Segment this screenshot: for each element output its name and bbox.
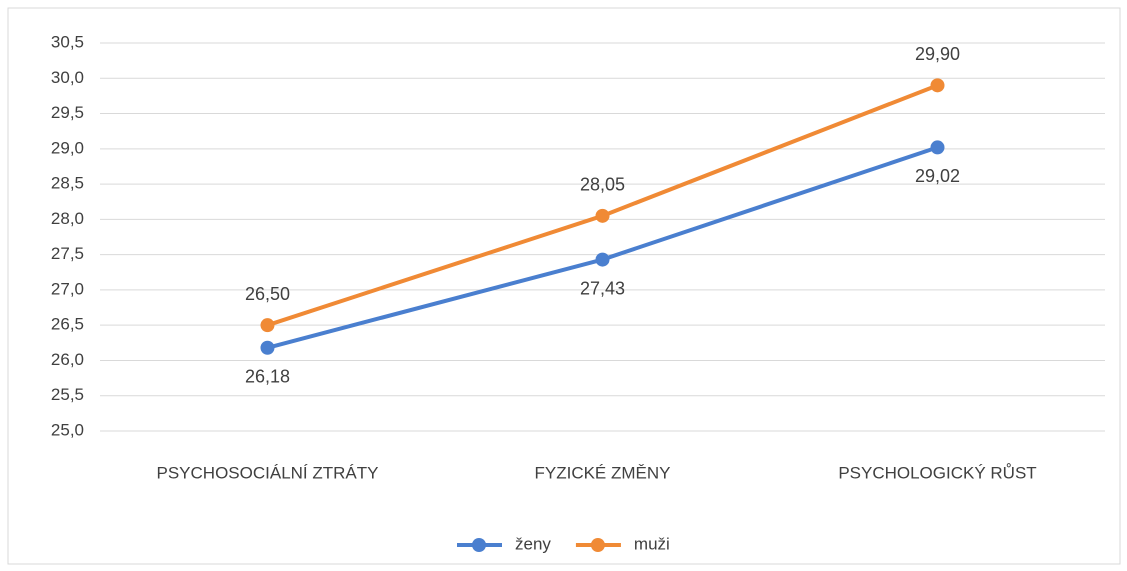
- y-tick-label: 28,0: [51, 209, 84, 228]
- point: [260, 318, 275, 333]
- data-label: 29,02: [915, 166, 960, 186]
- y-tick-label: 27,0: [51, 279, 84, 298]
- point: [930, 78, 945, 93]
- legend-label: muži: [634, 534, 670, 553]
- y-tick-label: 25,0: [51, 420, 84, 439]
- chart-frame: [7, 7, 1121, 565]
- point: [595, 252, 610, 267]
- y-tick-label: 30,5: [51, 32, 84, 51]
- data-label: 26,50: [245, 284, 290, 304]
- y-tick-label: 26,0: [51, 350, 84, 369]
- data-label: 26,18: [245, 367, 290, 387]
- legend-marker: [590, 538, 605, 552]
- y-tick-label: 25,5: [51, 385, 84, 404]
- y-tick-label: 26,5: [51, 315, 84, 334]
- point: [595, 208, 610, 223]
- data-label: 27,43: [580, 278, 625, 298]
- x-tick-label: PSYCHOLOGICKÝ RŮST: [838, 463, 1036, 482]
- y-tick-label: 28,5: [51, 174, 84, 193]
- legend-label: ženy: [515, 534, 551, 553]
- x-tick-label: PSYCHOSOCIÁLNÍ ZTRÁTY: [157, 463, 379, 482]
- legend-marker: [472, 538, 486, 552]
- y-tick-label: 27,5: [51, 244, 84, 263]
- x-tick-label: FYZICKÉ ZMĚNY: [534, 463, 670, 482]
- point: [930, 140, 945, 155]
- y-tick-label: 30,0: [51, 68, 84, 87]
- y-tick-label: 29,5: [51, 103, 84, 122]
- y-tick-label: 29,0: [51, 138, 84, 157]
- data-label: 29,90: [915, 44, 960, 64]
- point: [260, 340, 275, 355]
- data-label: 28,05: [580, 175, 625, 195]
